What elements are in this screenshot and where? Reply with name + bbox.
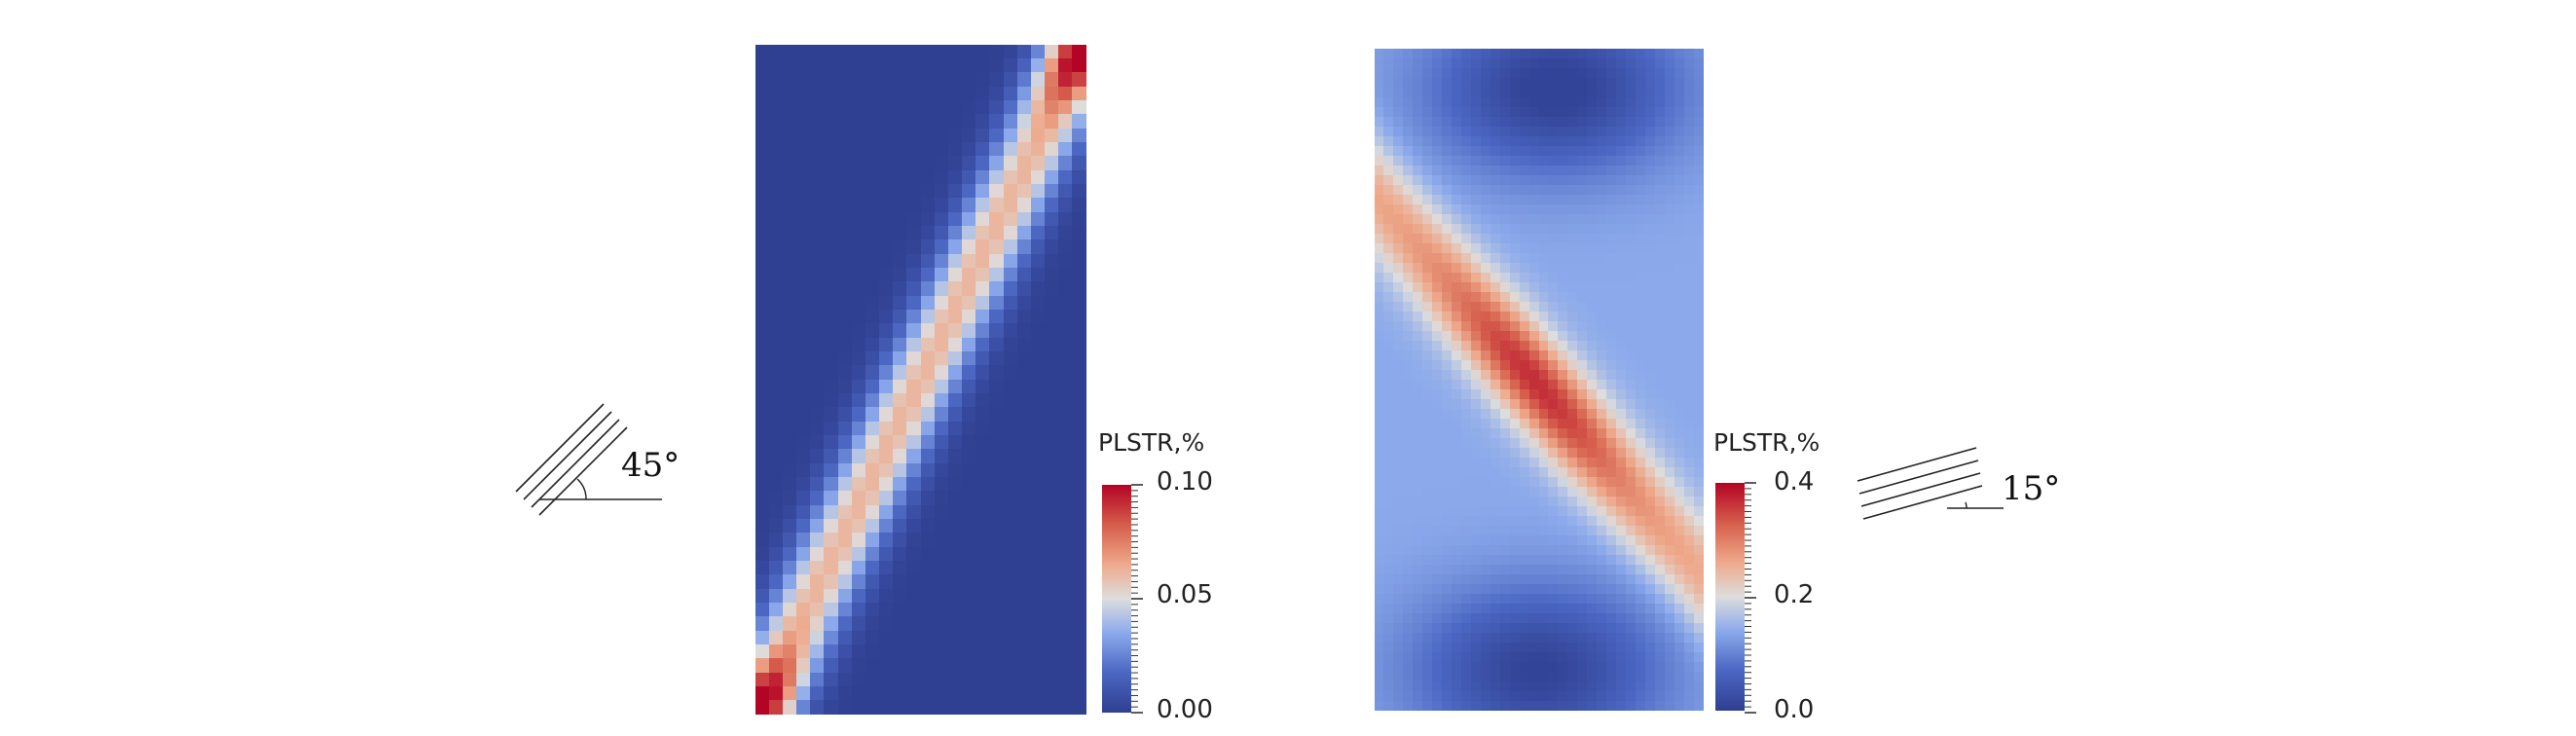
joint-orientation-icon-45 bbox=[515, 403, 662, 516]
orientation-angle-label-15: 15° bbox=[2002, 469, 2061, 508]
colorbar-right bbox=[1715, 483, 1745, 711]
joint-orientation-icon-15 bbox=[1857, 447, 2004, 520]
plastic-strain-contour-45 bbox=[755, 45, 1086, 715]
colorbar-ticks-left bbox=[1131, 484, 1143, 714]
colorbar-ticks-right bbox=[1745, 482, 1756, 714]
orientation-angle-label-45: 45° bbox=[621, 446, 681, 485]
plastic-strain-contour-15 bbox=[1375, 49, 1704, 711]
colorbar-title-left: PLSTR,% bbox=[1098, 428, 1205, 457]
colorbar-tick-mid-left: 0.05 bbox=[1157, 580, 1213, 609]
colorbar-tick-max-left: 0.10 bbox=[1157, 467, 1213, 497]
colorbar-title-right: PLSTR,% bbox=[1713, 428, 1821, 457]
colorbar-tick-min-left: 0.00 bbox=[1157, 695, 1213, 724]
colorbar-left bbox=[1102, 485, 1131, 713]
colorbar-tick-max-right: 0.4 bbox=[1774, 467, 1815, 497]
colorbar-tick-mid-right: 0.2 bbox=[1774, 580, 1815, 609]
colorbar-tick-min-right: 0.0 bbox=[1774, 695, 1815, 724]
